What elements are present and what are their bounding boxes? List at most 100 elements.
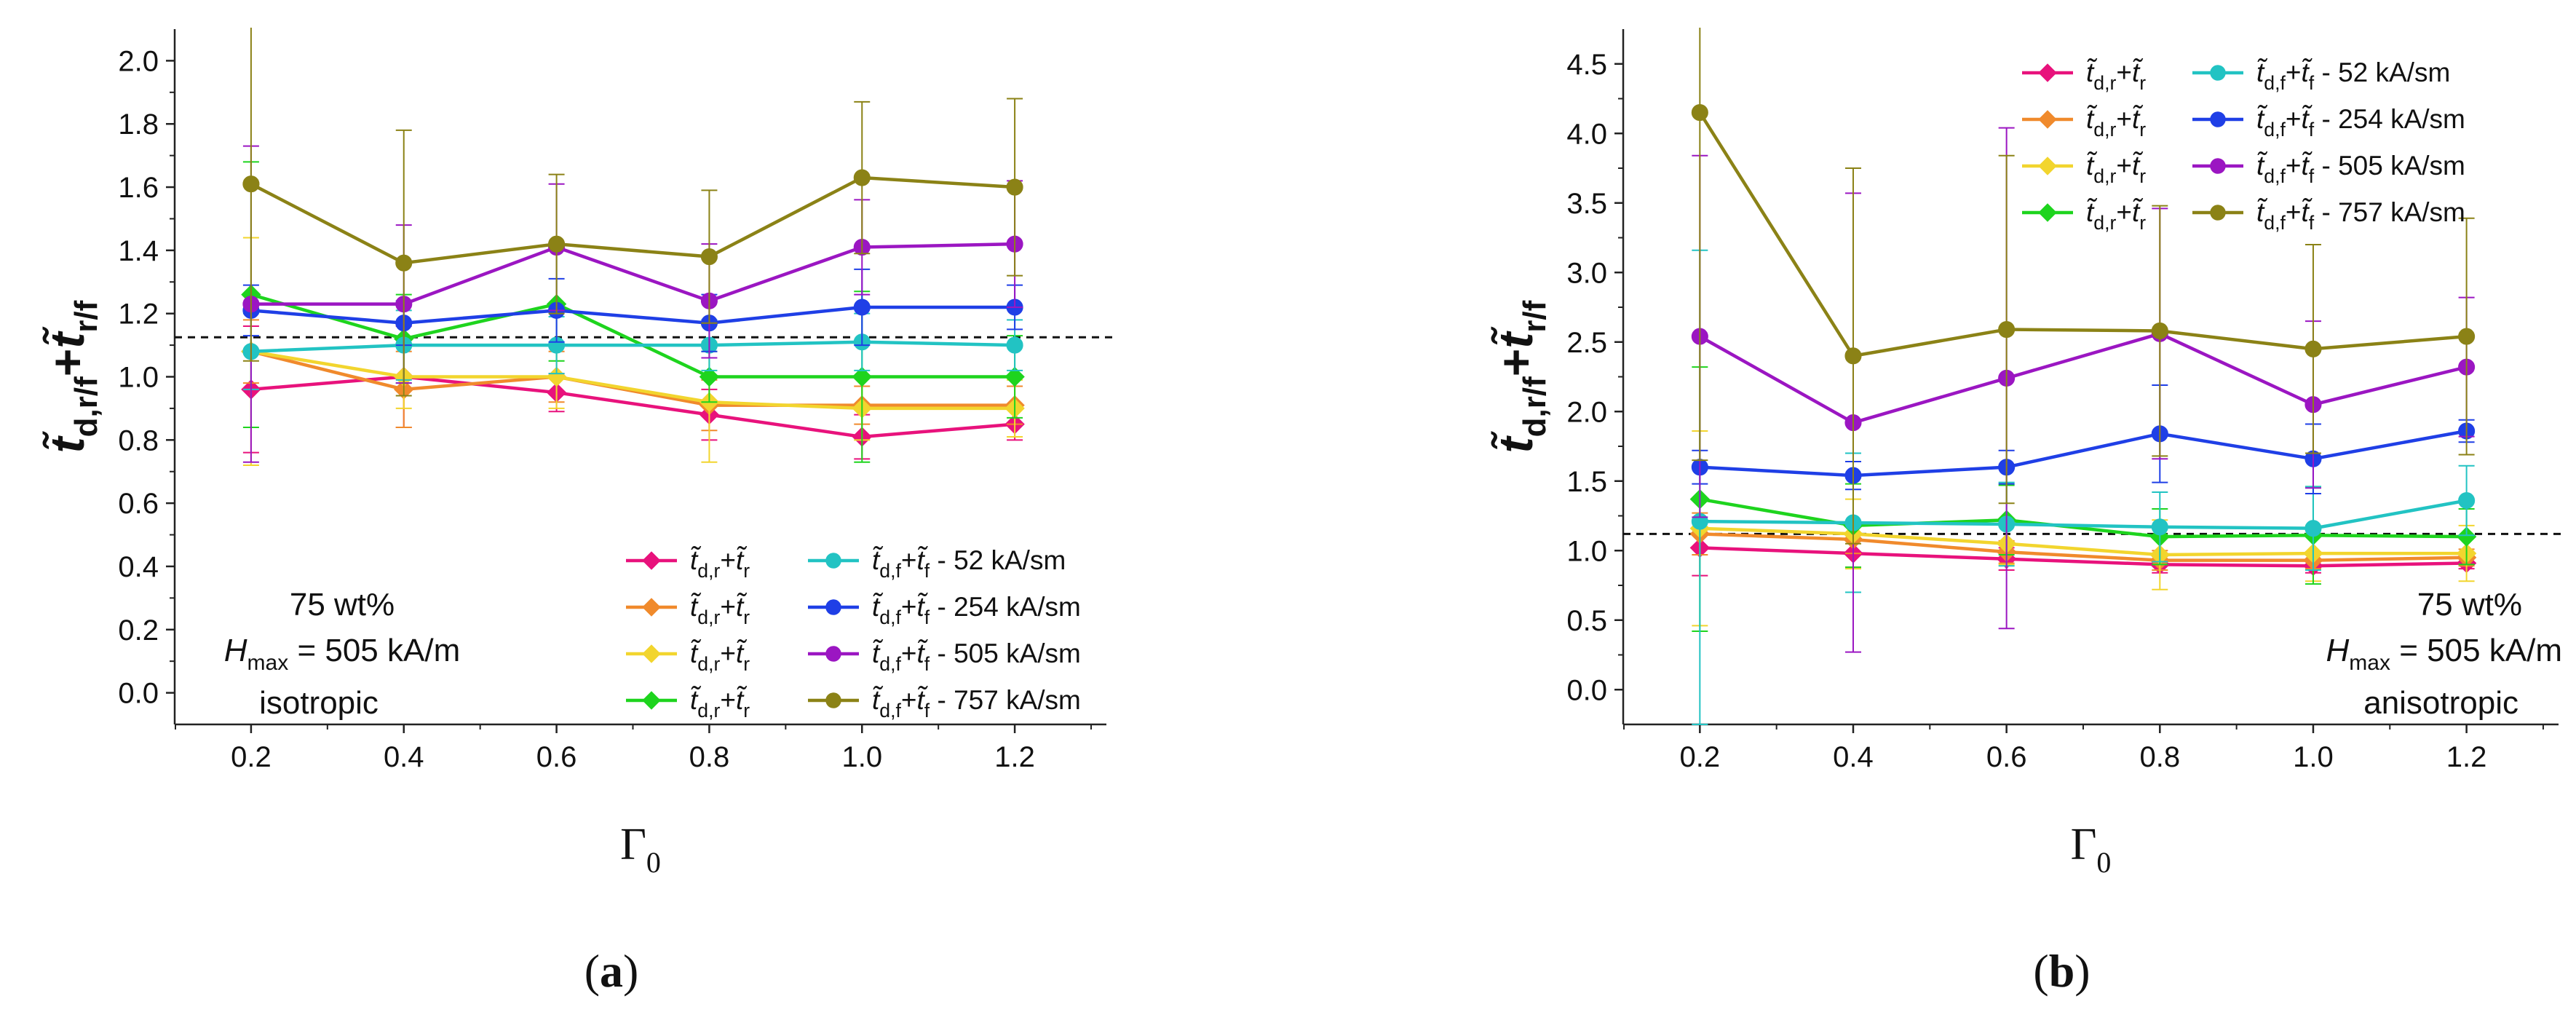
y-tick-label: 2.5 xyxy=(1566,327,1607,359)
series-group xyxy=(1689,28,2477,725)
legend-label: t̃d,f+t̃f - 254 kA/sm xyxy=(872,592,1081,628)
series-line xyxy=(1700,532,2467,562)
legend-swatch-marker xyxy=(642,598,661,617)
data-point xyxy=(1006,336,1023,354)
series-line xyxy=(1700,526,2467,557)
annotation-structure: isotropic xyxy=(259,685,379,721)
y-tick-label: 4.0 xyxy=(1566,118,1607,150)
y-tick-label: 4.5 xyxy=(1566,49,1607,81)
series-line xyxy=(1700,546,2467,568)
data-point xyxy=(700,248,718,266)
data-point xyxy=(1844,347,1862,365)
x-tick-label: 1.2 xyxy=(994,741,1035,773)
data-point xyxy=(853,299,871,316)
data-point xyxy=(1006,178,1023,196)
y-tick-label: 0.2 xyxy=(118,614,159,647)
y-tick-label: 1.5 xyxy=(1566,466,1607,498)
series-7 xyxy=(1691,28,2476,545)
series-7 xyxy=(242,28,1023,397)
x-tick-label: 0.4 xyxy=(384,741,424,773)
series-line xyxy=(250,349,1015,411)
y-tick-label: 1.2 xyxy=(118,299,159,331)
legend-label: t̃d,f+t̃f - 757 kA/sm xyxy=(2256,197,2465,234)
legend-label: t̃d,f+t̃f - 757 kA/sm xyxy=(872,685,1081,722)
data-point xyxy=(1998,321,2016,339)
y-axis-label: t̃d,r/f+t̃r/f xyxy=(40,300,104,453)
data-point xyxy=(2458,491,2476,510)
annotation-hmax: Hmax = 505 kA/m xyxy=(2326,633,2562,675)
annotation-concentration: 75 wt% xyxy=(290,587,395,622)
series-3 xyxy=(1689,366,2477,633)
legend-label: t̃d,r+t̃r xyxy=(2086,197,2146,234)
y-tick-label: 0.5 xyxy=(1566,605,1607,637)
legend-swatch-marker xyxy=(642,644,661,663)
legend-swatch-marker xyxy=(825,599,841,615)
series-line xyxy=(250,293,1015,379)
y-tick-label: 1.4 xyxy=(118,235,159,267)
series-line xyxy=(250,375,1015,439)
series-group xyxy=(241,28,1025,467)
legend-label: t̃d,r+t̃r xyxy=(2086,58,2146,94)
series-line xyxy=(1700,499,2468,530)
y-tick-label: 0.0 xyxy=(1566,674,1607,706)
y-tick-label: 1.6 xyxy=(118,172,159,204)
panel-b: 0.0 0.5 1.0 1.5 2.0 2.5 3.0 3.5 4.0 4.5 0.2 0.4 0.6 0… xyxy=(1489,28,2566,997)
legend-label: t̃d,r+t̃r xyxy=(690,545,750,582)
x-tick-label: 0.8 xyxy=(2139,741,2180,773)
y-tick-label: 2.0 xyxy=(118,45,159,77)
x-tick-label: 0.2 xyxy=(231,741,272,773)
series-2 xyxy=(241,237,1025,467)
y-tick-label: 3.0 xyxy=(1566,257,1607,289)
x-tick-label: 0.4 xyxy=(1833,741,1874,773)
x-tick-label: 0.6 xyxy=(1986,741,2027,773)
x-tick-label: 0.8 xyxy=(689,741,730,773)
y-tick-label: 0.0 xyxy=(118,678,159,710)
y-tick-label: 1.0 xyxy=(1566,535,1607,567)
series-line xyxy=(1700,429,2468,478)
x-axis-label: Γ0 xyxy=(2071,820,2112,879)
legend-label: t̃d,r+t̃r xyxy=(2086,104,2146,141)
y-tick-label: 1.8 xyxy=(118,108,159,141)
legend-swatch-marker xyxy=(825,553,841,569)
y-tick-label: 2.0 xyxy=(1566,396,1607,428)
legend-swatch-marker xyxy=(825,646,841,662)
legend-label: t̃d,f+t̃f - 505 kA/sm xyxy=(2256,151,2465,187)
legend-swatch-marker xyxy=(2210,158,2226,174)
legend-swatch-marker xyxy=(2038,110,2057,129)
x-tick-label: 1.0 xyxy=(2293,741,2334,773)
data-point xyxy=(1691,104,1708,122)
x-tick-label: 1.0 xyxy=(841,741,882,773)
legend-label: t̃d,r+t̃r xyxy=(690,685,750,722)
legend-label: t̃d,f+t̃f - 505 kA/sm xyxy=(872,639,1081,675)
legend-swatch-marker xyxy=(642,691,661,710)
panel-label: (b) xyxy=(2033,945,2090,997)
legend: t̃d,r+t̃r t̃d,r+t̃r t̃d,r+t̃r t̃d,r+t̃r t̃d,… xyxy=(626,545,1081,722)
panel-label: (a) xyxy=(584,945,639,997)
panel-a: 0.0 0.2 0.4 0.6 0.8 1.0 1.2 1.4 1.6 1.8 2.0 0.2 0.4 0… xyxy=(40,28,1114,997)
data-point xyxy=(548,235,566,253)
annotation-concentration: 75 wt% xyxy=(2417,587,2522,622)
x-tick-label: 1.2 xyxy=(2446,741,2487,773)
data-point xyxy=(2151,322,2168,340)
legend: t̃d,r+t̃r t̃d,r+t̃r t̃d,r+t̃r t̃d,r+t̃r t̃d,… xyxy=(2022,58,2465,234)
legend-swatch-marker xyxy=(2210,65,2226,81)
data-point xyxy=(699,366,720,387)
legend-swatch-marker xyxy=(2038,63,2057,82)
legend-label: t̃d,f+t̃f - 254 kA/sm xyxy=(2256,104,2465,141)
legend-label: t̃d,r+t̃r xyxy=(2086,151,2146,187)
legend-label: t̃d,r+t̃r xyxy=(690,639,750,675)
series-line xyxy=(250,175,1015,265)
data-point xyxy=(2456,526,2477,547)
legend-label: t̃d,f+t̃f - 52 kA/sm xyxy=(872,545,1066,582)
y-tick-label: 0.6 xyxy=(118,488,159,520)
y-tick-label: 0.4 xyxy=(118,551,159,583)
legend-swatch-marker xyxy=(2210,111,2226,127)
data-point xyxy=(2151,518,2168,536)
series-6 xyxy=(242,145,1023,463)
data-point xyxy=(2304,520,2322,537)
data-point xyxy=(242,175,260,193)
data-point xyxy=(2458,328,2476,345)
series-line xyxy=(250,242,1015,306)
series-line xyxy=(250,340,1015,354)
